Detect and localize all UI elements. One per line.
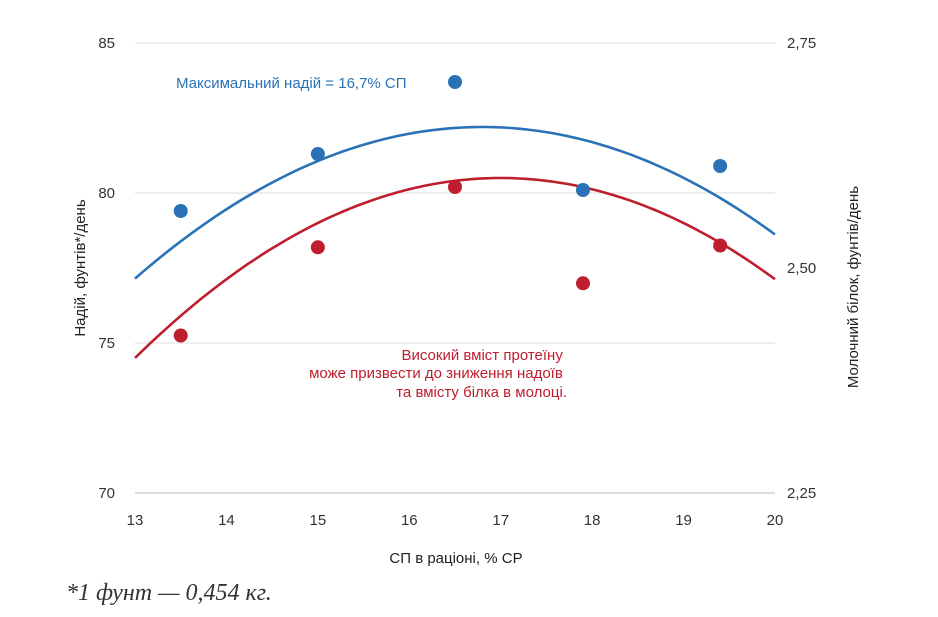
data-points xyxy=(173,75,728,343)
right-y-axis-label: Молочний білок, фунтів/день xyxy=(845,186,862,388)
protein-annotation-line-2: може призвести до зниження надоїв xyxy=(309,365,563,382)
x-tick-label: 15 xyxy=(310,512,327,529)
protein-data-point xyxy=(448,180,462,194)
left-y-tick-labels: 70 75 80 85 xyxy=(98,35,115,502)
left-y-tick-label: 85 xyxy=(98,35,115,52)
protein-data-point xyxy=(310,240,325,255)
protein-annotation-line-1: Високий вміст протеїну xyxy=(401,347,563,364)
milk-annotation: Максимальний надій = 16,7% СП xyxy=(176,75,407,92)
grid-lines xyxy=(135,42,775,494)
x-tick-label: 18 xyxy=(584,512,601,529)
protein-data-point xyxy=(576,276,590,291)
right-y-tick-label: 2,50 xyxy=(787,260,816,277)
left-y-tick-label: 70 xyxy=(98,485,115,502)
footnote: *1 фунт — 0,454 кг. xyxy=(66,580,272,606)
protein-annotation-line-3: та вмісту білка в молоці. xyxy=(396,384,567,401)
x-tick-label: 16 xyxy=(401,512,418,529)
milk-data-point xyxy=(173,204,188,218)
right-y-tick-label: 2,25 xyxy=(787,485,816,502)
x-tick-label: 17 xyxy=(492,512,509,529)
x-tick-label: 19 xyxy=(675,512,692,529)
milk-data-point xyxy=(713,159,728,173)
left-y-tick-label: 80 xyxy=(98,185,115,202)
protein-annotation: Високий вміст протеїну може призвести до… xyxy=(309,347,567,401)
protein-data-point xyxy=(713,238,728,253)
milk-data-point xyxy=(448,75,462,89)
milk-data-point xyxy=(310,147,325,161)
x-tick-label: 13 xyxy=(127,512,144,529)
x-tick-label: 20 xyxy=(767,512,784,529)
left-y-axis-label: Надій, фунтів*/день xyxy=(72,199,89,336)
protein-data-point xyxy=(173,328,188,343)
x-tick-label: 14 xyxy=(218,512,235,529)
right-y-tick-label: 2,75 xyxy=(787,35,816,52)
milk-trend-curve xyxy=(134,125,776,280)
trend-curves xyxy=(134,125,776,359)
x-tick-labels: 13 14 15 16 17 18 19 20 xyxy=(127,512,784,529)
dual-axis-scatter-chart: 13 14 15 16 17 18 19 20 70 75 80 85 2,25 2,50 2,75 С… xyxy=(72,35,862,567)
right-y-tick-labels: 2,25 2,50 2,75 xyxy=(787,35,816,502)
left-y-tick-label: 75 xyxy=(98,335,115,352)
milk-data-point xyxy=(576,183,590,197)
x-axis-label: СП в раціоні, % СР xyxy=(389,550,522,567)
